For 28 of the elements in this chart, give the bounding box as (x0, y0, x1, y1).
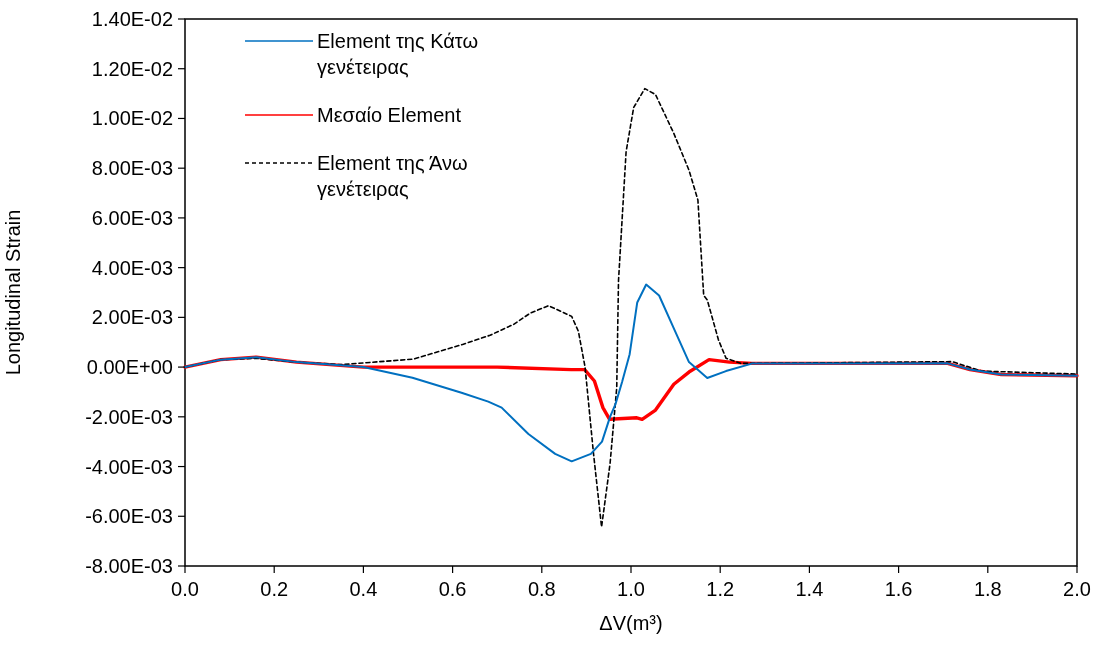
legend-label: Element της Άνω γενέτειρας (317, 152, 468, 200)
x-tick-label: 1.8 (973, 578, 1002, 600)
x-tick-label: 0.4 (349, 578, 378, 600)
y-tick-label: -6.00E-03 (85, 505, 173, 528)
x-tick-label: 1.6 (884, 578, 913, 600)
x-tick-label: 2.0 (1063, 578, 1091, 600)
x-tick-label: 0.6 (438, 578, 467, 600)
y-tick-label: 6.00E-03 (91, 206, 173, 229)
x-tick-label: 1.4 (795, 578, 824, 600)
y-axis-title: Longitudinal Strain (2, 209, 24, 376)
y-tick-label: -2.00E-03 (85, 405, 173, 428)
x-tick-label: 1.0 (617, 578, 645, 600)
y-tick-label: -4.00E-03 (85, 455, 173, 478)
x-axis-title: ΔV(m³) (599, 612, 663, 634)
x-tick-label: 1.2 (706, 578, 735, 600)
y-tick-label: 1.00E-02 (91, 107, 173, 130)
x-tick-label: 0.2 (260, 578, 289, 600)
legend-label: Element της Κάτω γενέτειρας (317, 30, 479, 78)
y-tick-label: 1.40E-02 (91, 8, 173, 30)
y-tick-label: -8.00E-03 (85, 555, 173, 577)
x-tick-label: 0.0 (171, 578, 199, 600)
y-tick-label: 2.00E-03 (91, 306, 173, 329)
y-tick-label: 4.00E-03 (91, 256, 173, 279)
y-tick-label: 0.00E+00 (86, 356, 173, 379)
x-tick-label: 0.8 (527, 578, 556, 600)
y-tick-label: 1.20E-02 (91, 57, 173, 80)
y-tick-label: 8.00E-03 (91, 157, 173, 180)
legend-label: Μεσαίο Element (317, 104, 462, 126)
